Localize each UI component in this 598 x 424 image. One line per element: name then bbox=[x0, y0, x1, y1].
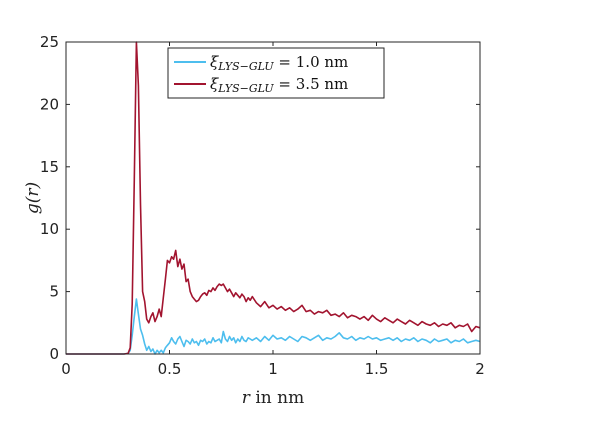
series-line-1 bbox=[66, 298, 481, 355]
x-tick-label: 0.5 bbox=[158, 360, 182, 378]
axes bbox=[65, 41, 481, 355]
legend-symbol: ξ bbox=[210, 53, 219, 71]
legend-value: = 3.5 nm bbox=[274, 75, 349, 93]
y-tick-label: 20 bbox=[40, 95, 59, 113]
y-tick-label: 5 bbox=[49, 283, 59, 301]
x-tick-label: 1 bbox=[268, 360, 278, 378]
legend-entry-series-1: ξLYS−GLU = 1.0 nm bbox=[210, 53, 348, 73]
x-axis-label-variable: r bbox=[242, 388, 251, 408]
y-tick-label: 15 bbox=[40, 158, 59, 176]
legend-box bbox=[167, 47, 385, 99]
series-layer bbox=[66, 41, 481, 355]
y-tick-label: 25 bbox=[40, 33, 59, 51]
x-tick-label: 1.5 bbox=[365, 360, 389, 378]
legend: ξLYS−GLU = 1.0 nm ξLYS−GLU = 3.5 nm bbox=[167, 47, 385, 99]
series-line-2 bbox=[66, 41, 481, 355]
x-axis-label: r in nm bbox=[242, 388, 304, 408]
y-tick-label: 0 bbox=[49, 345, 59, 363]
legend-entry-series-2: ξLYS−GLU = 3.5 nm bbox=[210, 75, 348, 95]
legend-symbol: ξ bbox=[210, 75, 219, 93]
y-tick-label: 10 bbox=[40, 220, 59, 238]
x-tick-label: 2 bbox=[475, 360, 485, 378]
x-axis-label-unit: in nm bbox=[250, 388, 304, 408]
legend-value: = 1.0 nm bbox=[274, 53, 349, 71]
y-axis-label: g(r) bbox=[23, 182, 43, 214]
x-tick-label: 0 bbox=[61, 360, 71, 378]
legend-subscript: LYS−GLU bbox=[217, 82, 274, 95]
legend-subscript: LYS−GLU bbox=[217, 60, 274, 73]
